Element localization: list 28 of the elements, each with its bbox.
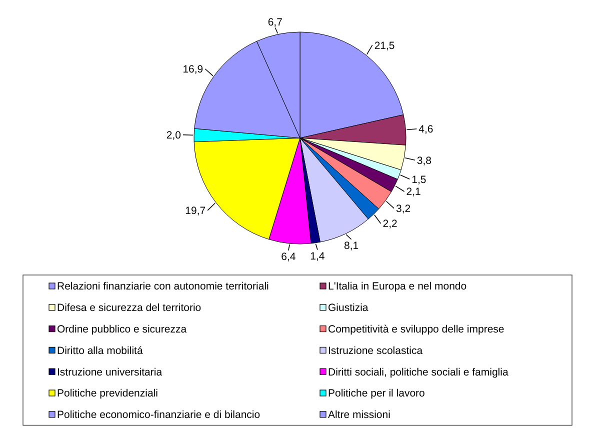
data-label: 2,0 (166, 130, 182, 142)
legend-label: Istruzione scolastica (328, 344, 423, 357)
data-label: 6,4 (281, 251, 296, 264)
data-label: 3,2 (396, 203, 411, 216)
legend-label: Relazioni finanziarie con autonomie territoriali (57, 280, 269, 293)
data-label: 1,4 (310, 250, 325, 262)
data-label: 2,1 (406, 186, 422, 198)
data-label: 16,9 (182, 64, 204, 76)
legend-label: Istruzione universitaria (57, 366, 162, 378)
legend-label: Competitività e sviluppo delle imprese (328, 323, 504, 336)
data-label: 21,5 (374, 40, 395, 52)
data-label: 19,7 (185, 205, 206, 218)
data-label: 8,1 (344, 240, 359, 252)
data-label: 4,6 (418, 124, 434, 136)
data-label: 3,8 (416, 154, 432, 167)
legend-label: Politiche previdenziali (57, 388, 158, 400)
legend-label: Difesa e sicurezza del territorio (57, 302, 202, 314)
data-label: 1,5 (412, 174, 426, 186)
legend-label: Diritto alla mobilitá (57, 344, 143, 357)
legend-label: Altre missioni (328, 409, 390, 422)
legend-label: Giustizia (328, 302, 368, 314)
data-label: 6,7 (268, 16, 283, 28)
legend-label: Politiche per il lavoro (328, 388, 426, 400)
legend-label: L'Italia in Europa e nel mondo (328, 280, 467, 293)
legend-label: Politiche economico-finanziarie e di bilancio (57, 409, 260, 422)
data-label: 2,2 (382, 218, 398, 230)
legend-label: Ordine pubblico e sicurezza (57, 323, 187, 336)
legend-label: Diritti sociali, politiche sociali e famiglia (328, 366, 508, 378)
